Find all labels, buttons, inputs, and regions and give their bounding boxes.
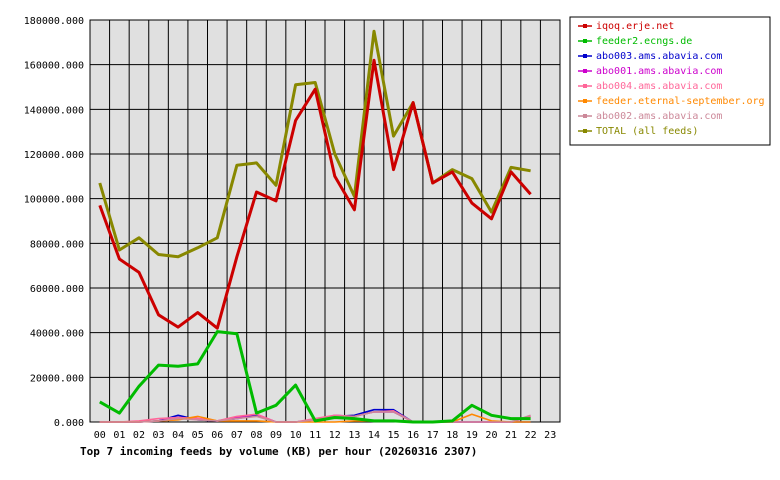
x-tick-label: 22 xyxy=(525,430,537,441)
y-tick-label: 180000.000 xyxy=(24,16,84,27)
series-line-1 xyxy=(99,330,531,424)
legend-marker xyxy=(583,54,587,58)
x-tick-label: 08 xyxy=(250,430,262,441)
y-axis: 0.000 20000.000 40000.000 60000.000 80000.00… xyxy=(24,16,84,429)
y-tick-label: 120000.000 xyxy=(24,150,84,161)
legend-marker xyxy=(583,99,587,103)
x-tick-label: 05 xyxy=(192,430,204,441)
legend-entry: feeder.eternal-september.org xyxy=(596,96,765,107)
legend-entry: abo004.ams.abavia.com xyxy=(596,81,722,92)
legend-entry: abo001.ams.abavia.com xyxy=(596,66,722,77)
x-tick-label: 10 xyxy=(290,430,302,441)
x-tick-label: 09 xyxy=(270,430,282,441)
x-tick-label: 16 xyxy=(407,430,419,441)
x-tick-label: 15 xyxy=(388,430,400,441)
y-tick-label: 0.000 xyxy=(54,418,84,429)
x-tick-label: 02 xyxy=(133,430,145,441)
x-tick-label: 00 xyxy=(94,430,106,441)
y-tick-label: 40000.000 xyxy=(30,329,84,340)
legend: iqoq.erje.net feeder2.ecngs.de abo003.ams.… xyxy=(569,16,771,146)
x-tick-label: 20 xyxy=(485,430,497,441)
x-tick-label: 23 xyxy=(544,430,556,441)
series-line-0 xyxy=(98,58,532,330)
legend-marker xyxy=(583,114,587,118)
x-tick-label: 01 xyxy=(113,430,125,441)
y-tick-label: 20000.000 xyxy=(30,373,84,384)
x-tick-label: 21 xyxy=(505,430,517,441)
y-tick-label: 100000.000 xyxy=(24,195,84,206)
y-tick-label: 80000.000 xyxy=(30,239,84,250)
x-tick-label: 03 xyxy=(153,430,165,441)
legend-box xyxy=(569,16,771,146)
chart-title: Top 7 incoming feeds by volume (KB) per … xyxy=(80,445,477,458)
legend-marker xyxy=(583,69,587,73)
x-tick-label: 14 xyxy=(368,430,380,441)
legend-entry: abo002.ams.abavia.com xyxy=(596,111,722,122)
x-tick-label: 19 xyxy=(466,430,478,441)
y-tick-label: 60000.000 xyxy=(30,284,84,295)
x-tick-label: 18 xyxy=(446,430,458,441)
legend-entry: feeder2.ecngs.de xyxy=(596,36,692,47)
series-lines xyxy=(98,29,532,424)
legend-marker xyxy=(583,24,587,28)
y-tick-label: 140000.000 xyxy=(24,105,84,116)
x-tick-label: 04 xyxy=(172,430,184,441)
y-tick-label: 160000.000 xyxy=(24,61,84,72)
legend-marker xyxy=(583,84,587,88)
series-line-7 xyxy=(98,29,531,259)
x-tick-label: 06 xyxy=(211,430,223,441)
legend-marker xyxy=(583,129,587,133)
x-tick-label: 17 xyxy=(427,430,439,441)
x-tick-label: 11 xyxy=(309,430,321,441)
x-axis: 00 01 02 03 04 05 06 07 08 09 10 11 12 13 14 15 16 17 18 19… xyxy=(94,430,556,441)
legend-marker xyxy=(583,39,587,43)
x-tick-label: 13 xyxy=(348,430,360,441)
legend-entry: TOTAL (all feeds) xyxy=(596,126,698,137)
legend-entry: abo003.ams.abavia.com xyxy=(596,51,722,62)
x-tick-label: 12 xyxy=(329,430,341,441)
x-tick-label: 07 xyxy=(231,430,243,441)
legend-entry: iqoq.erje.net xyxy=(596,21,674,32)
